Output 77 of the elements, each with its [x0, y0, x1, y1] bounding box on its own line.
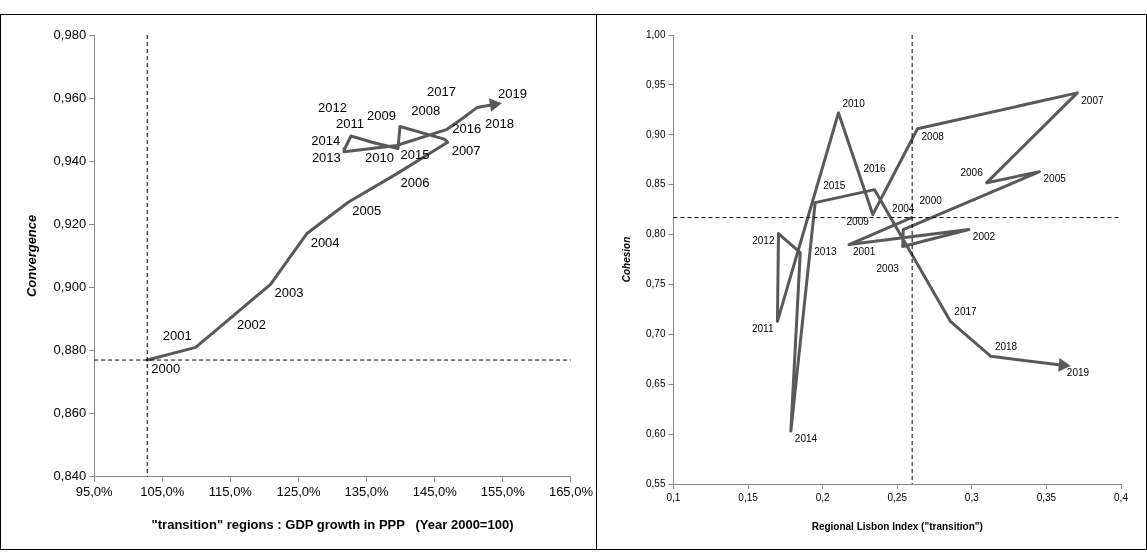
annotation: 2012 [318, 100, 347, 116]
annotation: 2003 [876, 263, 900, 275]
annotation: 2009 [846, 216, 870, 228]
annotation: 2019 [1066, 367, 1090, 379]
y-tick-label: 0,95 [645, 78, 666, 90]
y-tick-label: 0,960 [53, 89, 87, 105]
x-tick-label: 165,0% [548, 484, 594, 500]
annotation: 2015 [823, 180, 846, 192]
annotation: 2017 [954, 306, 978, 318]
annotation: 2014 [794, 432, 818, 444]
annotation: 2018 [484, 115, 514, 131]
y-tick-label: 0,980 [53, 26, 87, 42]
x-axis-title: "transition" regions : GDP growth in PPP (Year 2000=100) [151, 516, 514, 532]
y-axis-title: Cohesion [620, 236, 632, 283]
y-tick-label: 0,55 [645, 477, 666, 489]
y-tick-label: 0,920 [53, 215, 87, 231]
annotation: 2001 [853, 246, 876, 258]
annotation: 2001 [162, 328, 192, 344]
x-tick-label: 0,3 [964, 491, 980, 503]
annotation: 2006 [960, 167, 984, 179]
x-tick-label: 0,4 [1114, 491, 1129, 503]
x-tick-label: 0,35 [1036, 491, 1057, 503]
annotation: 2013 [814, 245, 837, 257]
annotation: 2005 [352, 203, 382, 219]
annotation: 2002 [972, 231, 996, 243]
annotation: 2000 [151, 361, 181, 377]
annotation: 2016 [863, 163, 887, 175]
annotation: 2004 [310, 234, 340, 250]
annotation: 2004 [892, 203, 915, 215]
x-tick-label: 135,0% [344, 484, 390, 500]
annotation: 2013 [311, 149, 341, 165]
y-tick-label: 0,85 [645, 178, 666, 190]
y-tick-label: 0,65 [645, 377, 666, 389]
x-tick-label: 95,0% [75, 484, 113, 500]
annotation: 2011 [751, 323, 774, 335]
y-tick-label: 0,880 [53, 342, 87, 358]
annotation: 2006 [400, 174, 430, 190]
annotation: 2007 [1081, 94, 1104, 106]
y-tick-label: 0,900 [53, 279, 87, 295]
y-tick-label: 0,940 [53, 152, 87, 168]
annotation: 2017 [427, 84, 456, 100]
annotation: 2008 [921, 130, 945, 142]
x-tick-label: 105,0% [140, 484, 185, 500]
x-tick-label: 0,2 [815, 491, 831, 503]
annotation: 2011 [336, 116, 365, 132]
annotation: 2002 [237, 316, 267, 332]
x-tick-label: 155,0% [480, 484, 526, 500]
annotation: 2007 [451, 143, 481, 159]
annotation: 2005 [1043, 173, 1067, 185]
annotation: 2018 [994, 341, 1018, 353]
annotation: 2019 [497, 85, 527, 101]
annotation: 2010 [842, 97, 866, 109]
annotation: 2003 [274, 285, 304, 301]
x-tick-label: 0,15 [738, 491, 759, 503]
annotation: 2000 [919, 195, 943, 207]
annotation: 2014 [311, 132, 341, 148]
y-tick-label: 0,80 [645, 228, 666, 240]
y-tick-label: 1,00 [645, 28, 666, 40]
y-tick-label: 0,90 [645, 128, 666, 140]
annotation: 2015 [400, 146, 430, 162]
annotation: 2012 [752, 235, 775, 247]
x-tick-label: 0,1 [666, 491, 681, 503]
x-tick-label: 145,0% [412, 484, 458, 500]
y-tick-label: 0,70 [645, 328, 666, 340]
annotation: 2009 [367, 107, 396, 123]
y-axis-title: Convergence [24, 214, 40, 298]
annotation: 2008 [411, 103, 441, 119]
x-tick-label: 0,25 [887, 491, 908, 503]
y-tick-label: 0,840 [53, 468, 87, 484]
y-tick-label: 0,75 [645, 278, 666, 290]
x-tick-label: 115,0% [208, 484, 253, 500]
y-tick-label: 0,860 [53, 405, 87, 421]
annotation: 2016 [452, 120, 482, 136]
y-tick-label: 0,60 [645, 427, 666, 439]
x-axis-title: Regional Lisbon Index ("transition") [811, 520, 983, 532]
x-tick-label: 125,0% [276, 484, 321, 500]
annotation: 2010 [365, 149, 394, 165]
